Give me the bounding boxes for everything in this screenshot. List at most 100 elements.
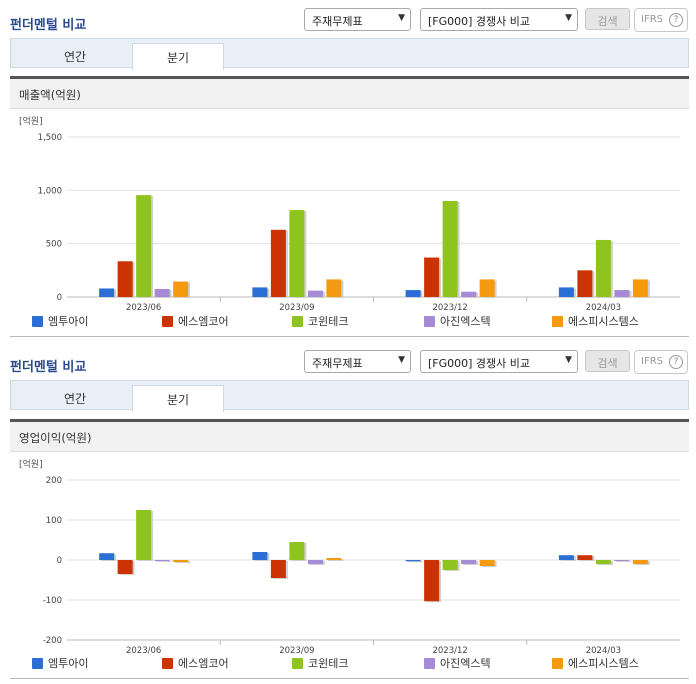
bar: [595, 560, 611, 564]
y-tick-label: 200: [46, 476, 62, 486]
legend-item[interactable]: 엠투아이: [32, 313, 88, 329]
legend-swatch: [32, 316, 43, 327]
tab-annual[interactable]: 연간: [63, 50, 87, 64]
x-tick-label: 2023/09: [279, 646, 314, 655]
legend-item[interactable]: 에스피시스템스: [552, 655, 639, 671]
statement-select[interactable]: 주재무제표 ▼: [304, 8, 411, 31]
help-icon: ?: [669, 13, 683, 27]
y-tick-label: 0: [57, 556, 62, 566]
period-tabs: 연간 분기: [10, 38, 689, 70]
bar: [136, 195, 152, 297]
search-button[interactable]: 검색: [585, 350, 630, 372]
panel-title: 펀더멘털 비교: [10, 360, 87, 375]
bar: [289, 210, 305, 297]
fundamental-panel-sales: 펀더멘털 비교 주재무제표 ▼ [FG000] 경쟁사 비교 ▼ 검색 IFRS…: [0, 0, 696, 337]
panel-title: 펀더멘털 비교: [10, 18, 87, 33]
legend-item[interactable]: 에스피시스템스: [552, 313, 639, 329]
legend-item[interactable]: 코윈테크: [292, 313, 348, 329]
bar: [558, 287, 574, 297]
y-tick-label: 1,500: [38, 133, 62, 143]
bar: [632, 560, 648, 564]
legend-label: 에스엠코어: [178, 315, 229, 328]
bar: [479, 560, 495, 566]
section-label: 매출액(억원): [19, 88, 81, 102]
ifrs-help-button[interactable]: IFRS ?: [634, 8, 688, 32]
divider: [10, 76, 689, 79]
legend-item[interactable]: 아진엑스텍: [424, 313, 491, 329]
chevron-down-icon: ▼: [565, 13, 572, 23]
legend-item[interactable]: 아진엑스텍: [424, 655, 491, 671]
legend-label: 아진엑스텍: [440, 315, 491, 328]
chevron-down-icon: ▼: [398, 13, 405, 23]
bar: [614, 560, 630, 561]
y-tick-label: 100: [46, 516, 62, 526]
ifrs-help-button[interactable]: IFRS ?: [634, 350, 688, 374]
x-tick-label: 2023/12: [432, 303, 467, 312]
bar: [614, 290, 630, 297]
legend-swatch: [424, 316, 435, 327]
y-tick-label: 500: [46, 240, 62, 250]
legend-swatch: [292, 658, 303, 669]
chart-legend: 엠투아이 에스엠코어 코윈테크 아진엑스텍 에스피시스템스: [0, 655, 696, 671]
bar: [173, 281, 189, 297]
peer-select[interactable]: [FG000] 경쟁사 비교 ▼: [420, 8, 578, 31]
bar: [99, 553, 115, 560]
bar: [442, 201, 458, 297]
y-tick-label: 0: [57, 293, 62, 303]
legend-label: 에스피시스템스: [568, 657, 639, 670]
tab-quarterly[interactable]: 분기: [132, 43, 224, 70]
legend-item[interactable]: 에스엠코어: [162, 313, 229, 329]
bar: [479, 279, 495, 297]
x-tick-label: 2024/03: [586, 303, 621, 312]
statement-select[interactable]: 주재무제표 ▼: [304, 350, 411, 373]
tab-annual[interactable]: 연간: [63, 392, 87, 406]
legend-label: 에스엠코어: [178, 657, 229, 670]
y-tick-label: -200: [43, 636, 62, 646]
legend-swatch: [424, 658, 435, 669]
legend-label: 엠투아이: [48, 315, 89, 328]
x-tick-label: 2024/03: [586, 646, 621, 655]
bar: [405, 290, 421, 297]
bar: [270, 229, 286, 297]
bar: [461, 291, 477, 297]
search-button[interactable]: 검색: [585, 8, 630, 30]
legend-label: 코윈테크: [308, 657, 349, 670]
legend-item[interactable]: 엠투아이: [32, 655, 88, 671]
bar: [461, 560, 477, 564]
period-tabs: 연간 분기: [10, 380, 689, 412]
bar: [136, 510, 152, 560]
bar: [307, 290, 323, 297]
legend-swatch: [162, 658, 173, 669]
peer-select-value: [FG000] 경쟁사 비교: [428, 15, 531, 28]
bar: [424, 560, 440, 602]
bar: [326, 558, 342, 560]
ifrs-label: IFRS: [641, 14, 663, 25]
bar: [252, 287, 268, 297]
chevron-down-icon: ▼: [398, 355, 405, 365]
bar: [289, 542, 305, 560]
bar: [154, 560, 170, 561]
chevron-down-icon: ▼: [565, 355, 572, 365]
legend-label: 코윈테크: [308, 315, 349, 328]
legend-swatch: [552, 658, 563, 669]
bar: [154, 289, 170, 297]
bar: [577, 270, 593, 297]
legend-item[interactable]: 에스엠코어: [162, 655, 229, 671]
tab-quarterly[interactable]: 분기: [132, 385, 224, 412]
fundamental-panel-op-income: 펀더멘털 비교 주재무제표 ▼ [FG000] 경쟁사 비교 ▼ 검색 IFRS…: [0, 342, 696, 684]
panel-header: 펀더멘털 비교 주재무제표 ▼ [FG000] 경쟁사 비교 ▼ 검색 IFRS…: [0, 0, 696, 34]
peer-select[interactable]: [FG000] 경쟁사 비교 ▼: [420, 350, 578, 373]
bar: [405, 560, 421, 562]
bar: [558, 555, 574, 560]
y-tick-label: -100: [43, 596, 62, 606]
divider: [10, 336, 689, 337]
legend-label: 엠투아이: [48, 657, 89, 670]
legend-item[interactable]: 코윈테크: [292, 655, 348, 671]
legend-swatch: [32, 658, 43, 669]
bar: [307, 560, 323, 564]
legend-swatch: [162, 316, 173, 327]
statement-select-value: 주재무제표: [312, 357, 363, 370]
bar-shadow: [156, 561, 172, 562]
legend-label: 에스피시스템스: [568, 315, 639, 328]
bar: [117, 560, 133, 574]
